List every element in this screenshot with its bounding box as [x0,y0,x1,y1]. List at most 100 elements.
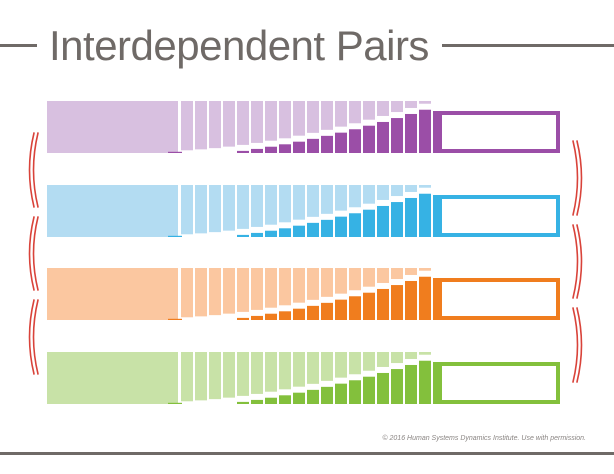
light-gradient-strip [307,352,319,384]
dark-gradient-strip [419,109,431,153]
light-gradient-strip [349,101,361,124]
light-gradient-strip [321,268,333,297]
light-gradient-strip [293,101,305,136]
dark-gradient-strip [335,216,347,237]
light-gradient-strip [181,101,193,151]
light-gradient-strip [419,352,431,355]
light-gradient-strip [209,101,221,149]
dark-gradient-strip [251,232,263,237]
light-gradient-strip [237,185,249,229]
light-gradient-strip [349,352,361,375]
dark-gradient-strip [363,209,375,237]
title-rule-right [442,44,614,47]
dark-gradient-strip [279,144,291,153]
dark-gradient-strip [237,317,249,320]
dark-gradient-strip [279,395,291,404]
dark-gradient-strip [335,299,347,320]
dark-gradient-strip [237,150,249,153]
dark-gradient-strip [419,276,431,320]
connector-arc [32,132,39,208]
dark-gradient-strip [391,369,403,404]
light-gradient-strip [335,101,347,127]
light-gradient-strip [279,352,291,390]
dark-gradient-strip [237,401,249,404]
light-gradient-strip [405,268,417,275]
dark-column [433,195,438,237]
dark-gradient-strip [279,311,291,320]
dark-gradient-strip [349,296,361,320]
dark-gradient-strip [265,397,277,404]
dark-gradient-strip [377,121,389,153]
connector-arc [572,140,579,216]
dark-gradient-strip [349,129,361,153]
dark-wedge-tip [168,318,182,320]
pair-row [47,352,560,404]
connectors-layer [28,132,583,383]
light-gradient-strip [181,268,193,318]
light-gradient-strip [279,268,291,306]
dark-gradient-strip [391,202,403,237]
dark-column [433,278,438,320]
light-gradient-strip [209,185,221,233]
connector-arc [28,216,35,291]
right-pole-box [438,362,560,404]
light-gradient-strip [321,185,333,214]
light-gradient-strip [265,101,277,141]
light-gradient-strip [419,268,431,271]
light-gradient-strip [391,101,403,113]
dark-gradient-strip [363,125,375,153]
dark-gradient-strip [307,138,319,153]
dark-gradient-strip [349,213,361,237]
light-gradient-strip [363,268,375,287]
bottom-rule [0,452,614,455]
dark-gradient-strip [419,360,431,404]
light-gradient-strip [363,352,375,371]
copyright-notice: © 2016 Human Systems Dynamics Institute.… [382,435,586,442]
light-gradient-strip [237,101,249,145]
header: Interdependent Pairs [0,0,614,90]
light-gradient-strip [377,268,389,283]
dark-gradient-strip [237,234,249,237]
right-pole-box [438,111,560,153]
dark-gradient-strip [363,376,375,404]
dark-column [433,111,438,153]
light-gradient-strip [223,268,235,314]
dark-gradient-strip [279,228,291,237]
dark-gradient-strip [419,193,431,237]
light-gradient-strip [405,352,417,359]
dark-gradient-strip [335,383,347,404]
connector-arc [28,132,35,208]
dark-gradient-strip [405,364,417,404]
dark-gradient-strip [293,225,305,237]
light-gradient-strip [279,185,291,223]
light-gradient-strip [363,185,375,204]
light-gradient-strip [349,185,361,208]
light-gradient-strip [251,352,263,394]
light-gradient-strip [293,268,305,303]
light-gradient-strip [265,185,277,225]
dark-gradient-strip [307,222,319,237]
light-gradient-strip [405,185,417,192]
right-pole-box [438,195,560,237]
left-pole-bar [47,185,178,237]
light-gradient-strip [223,101,235,147]
dark-gradient-strip [265,146,277,153]
light-gradient-strip [321,352,333,381]
title-rule-left [0,44,37,47]
dark-wedge-tip [168,151,182,153]
light-gradient-strip [377,185,389,200]
connector-arc [576,307,583,383]
light-gradient-strip [377,101,389,116]
connector-arc [32,299,39,375]
dark-gradient-strip [251,399,263,404]
pair-row [47,101,560,153]
light-gradient-strip [265,268,277,308]
light-gradient-strip [209,352,221,400]
light-gradient-strip [223,185,235,231]
light-gradient-strip [307,101,319,133]
light-gradient-strip [237,352,249,396]
light-gradient-strip [181,352,193,402]
pairs-layer [47,101,560,404]
dark-column [433,362,438,404]
